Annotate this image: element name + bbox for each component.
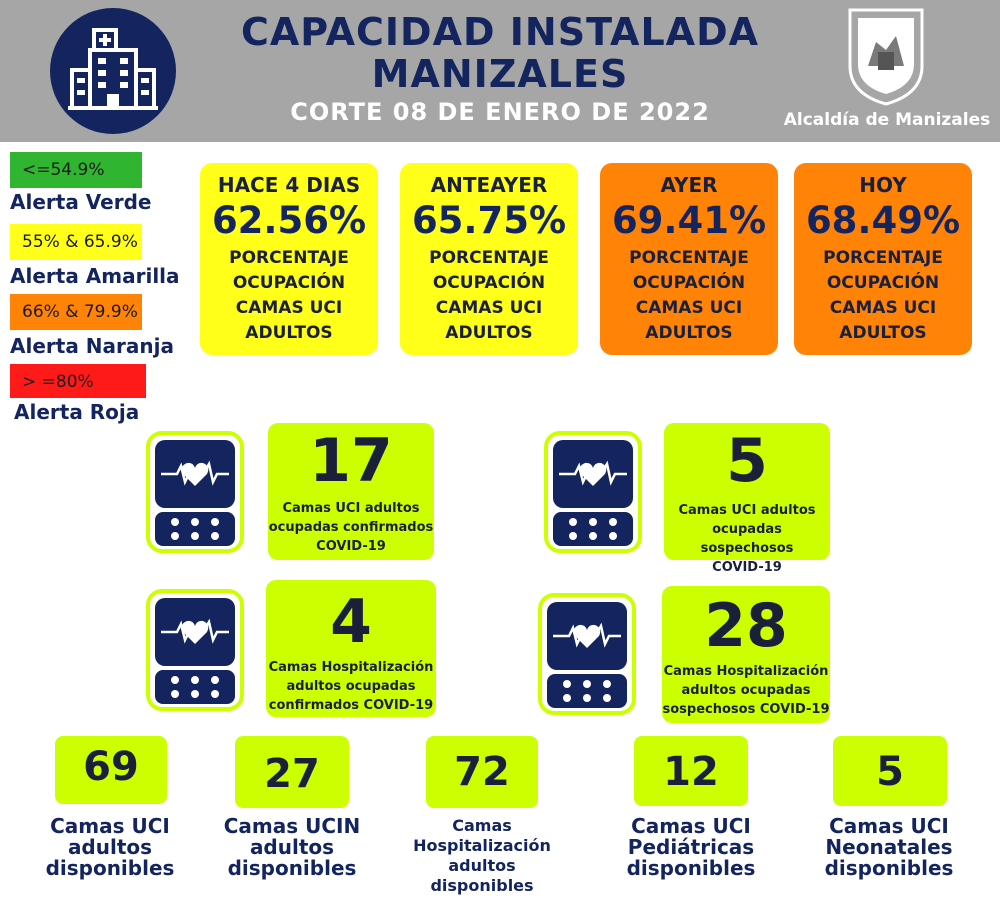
card-value: 68.49% (805, 199, 961, 242)
org-name: Alcaldía de Manizales (783, 110, 991, 130)
card-value: 62.56% (211, 199, 367, 242)
occupancy-card-day-before-yesterday: ANTEAYER 65.75% PORCENTAJE OCUPACIÓN CAMA… (400, 163, 578, 355)
available-uci-pediatric-label: Camas UCI Pediátricas disponibles (626, 814, 756, 880)
card-description: PORCENTAJE OCUPACIÓN CAMAS UCI ADULTOS (629, 248, 749, 343)
available-hosp-adults-value: 72 (426, 736, 538, 808)
available-uci-adults-label: Camas UCI adultos disponibles (45, 814, 175, 880)
heart-monitor-icon (145, 588, 245, 711)
legend-range-red: > =80% (10, 364, 146, 398)
occupancy-card-yesterday: AYER 69.41% PORCENTAJE OCUPACIÓN CAMAS UC… (600, 163, 778, 355)
heart-monitor-icon (543, 430, 643, 553)
legend-label-red: Alerta Roja (14, 400, 140, 424)
card-title: ANTEAYER (430, 173, 548, 197)
available-uci-neonatal-label: Camas UCI Neonatales disponibles (824, 814, 954, 880)
card-description: PORCENTAJE OCUPACIÓN CAMAS UCI ADULTOS (823, 248, 943, 343)
card-description: PORCENTAJE OCUPACIÓN CAMAS UCI ADULTOS (429, 248, 549, 343)
available-hosp-adults-label: Camas Hospitalización adultos disponibles (413, 816, 551, 895)
heart-monitor-icon (145, 430, 245, 553)
occupancy-card-4-days-ago: HACE 4 DIAS 62.56% PORCENTAJE OCUPACIÓN C… (200, 163, 378, 355)
stat-value: 17 (309, 426, 393, 496)
card-description: PORCENTAJE OCUPACIÓN CAMAS UCI ADULTOS (229, 248, 349, 343)
stat-description: Camas Hospitalización adultos ocupadas sos… (662, 664, 830, 717)
stat-description: Camas UCI adultos ocupadas sospechosos COV… (678, 503, 816, 575)
stat-hosp-suspected: 28 Camas Hospitalización adultos ocupadas… (662, 586, 830, 723)
card-title: AYER (660, 173, 718, 197)
stat-description: Camas UCI adultos ocupadas confirmados COV… (268, 501, 434, 554)
page-title-city: MANIZALES (371, 52, 629, 96)
stat-description: Camas Hospitalización adultos ocupadas con… (268, 660, 434, 713)
legend-range-orange: 66% & 79.9% (10, 294, 142, 330)
card-value: 65.75% (411, 199, 567, 242)
available-uci-pediatric-value: 12 (634, 736, 748, 806)
stat-value: 5 (726, 426, 768, 496)
heart-monitor-icon (537, 592, 637, 715)
legend-label-green: Alerta Verde (10, 190, 152, 214)
card-title: HOY (859, 173, 907, 197)
card-value: 69.41% (611, 199, 767, 242)
available-uci-adults-value: 69 (55, 736, 167, 804)
stat-uci-confirmed: 17 Camas UCI adultos ocupadas confirmados… (268, 423, 434, 560)
legend-range-green: <=54.9% (10, 152, 142, 188)
available-ucin-adults-label: Camas UCIN adultos disponibles (223, 814, 361, 880)
available-ucin-adults-value: 27 (235, 736, 349, 808)
card-title: HACE 4 DIAS (217, 173, 361, 197)
stat-uci-suspected: 5 Camas UCI adultos ocupadas sospechosos C… (664, 423, 830, 575)
legend-label-orange: Alerta Naranja (10, 334, 174, 358)
page-subtitle-date: CORTE 08 DE ENERO DE 2022 (290, 98, 710, 126)
page-title: CAPACIDAD INSTALADA (240, 10, 760, 54)
stat-value: 28 (704, 591, 788, 661)
legend-label-yellow: Alerta Amarilla (10, 264, 180, 288)
coat-of-arms-icon (846, 6, 926, 106)
hospital-icon (50, 8, 176, 134)
occupancy-card-today: HOY 68.49% PORCENTAJE OCUPACIÓN CAMAS UCI… (794, 163, 972, 355)
available-uci-neonatal-value: 5 (833, 736, 947, 806)
legend-range-yellow: 55% & 65.9% (10, 224, 142, 260)
stat-hosp-confirmed: 4 Camas Hospitalización adultos ocupadas c… (266, 580, 436, 717)
stat-value: 4 (330, 587, 372, 657)
